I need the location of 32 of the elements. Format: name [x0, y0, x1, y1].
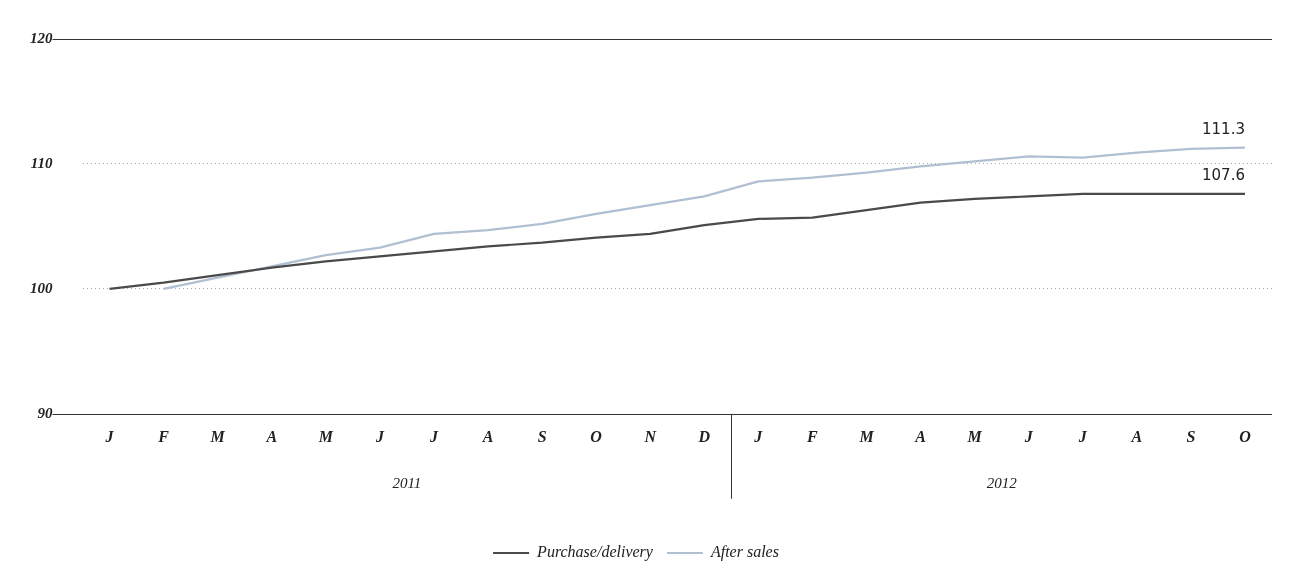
x-tick-label: J	[104, 427, 115, 445]
x-tick-label: S	[1186, 427, 1196, 445]
data-label: 111.3	[1202, 120, 1245, 139]
x-tick-label: A	[914, 427, 927, 445]
y-tick-label: 110	[30, 154, 53, 171]
x-tick-label: J	[374, 427, 385, 445]
x-tick-label: D	[697, 427, 711, 445]
y-tick-label: 100	[30, 279, 53, 296]
legend-label: After sales	[709, 543, 779, 562]
x-tick-label: J	[1023, 427, 1034, 445]
x-tick-label: O	[590, 427, 603, 445]
x-tick-label: S	[537, 427, 547, 445]
x-tick-label: N	[643, 427, 658, 445]
y-tick-label: 120	[30, 29, 53, 46]
x-tick-label: M	[209, 427, 226, 445]
x-tick-label: A	[265, 427, 278, 445]
x-tick-label: M	[858, 427, 875, 445]
x-tick-label: A	[481, 427, 494, 445]
legend-label: Purchase/delivery	[536, 543, 654, 562]
x-tick-label: M	[317, 427, 334, 445]
x-tick-label: O	[1239, 427, 1252, 445]
x-tick-label: M	[966, 427, 983, 445]
x-tick-label: F	[806, 427, 819, 445]
text: 2011	[392, 474, 422, 491]
y-tick-label: 90	[37, 404, 53, 421]
text: 2012	[986, 474, 1018, 491]
x-tick-label: J	[1077, 427, 1088, 445]
x-tick-label: A	[1130, 427, 1143, 445]
x-tick-label: F	[157, 427, 170, 445]
data-label: 107.6	[1202, 166, 1245, 185]
x-tick-label: J	[753, 427, 764, 445]
x-tick-label: J	[428, 427, 439, 445]
